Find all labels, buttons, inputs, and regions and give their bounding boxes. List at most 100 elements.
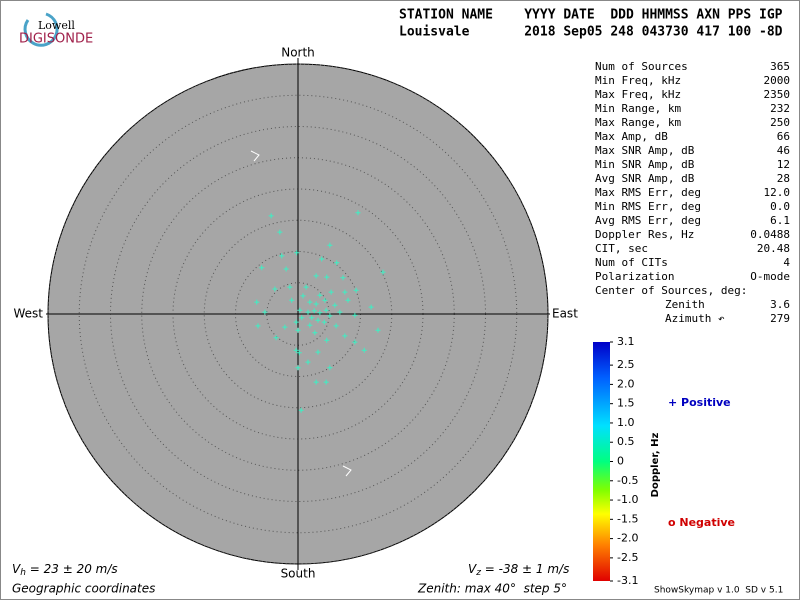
- colorbar-tick-label: 2.5: [617, 358, 635, 371]
- negative-legend: o Negative: [668, 516, 735, 529]
- source-point: [317, 292, 323, 298]
- source-point: [305, 309, 311, 315]
- stat-label: Max Range, km: [595, 116, 681, 129]
- stat-label: Min Freq, kHz: [595, 74, 681, 87]
- stat-label: Num of CITs: [595, 256, 668, 269]
- marker: [250, 150, 260, 162]
- vz-text: Vz = -38 ± 1 m/s: [468, 562, 569, 578]
- source-point: [355, 210, 361, 216]
- source-point: [298, 407, 304, 413]
- source-point: [313, 301, 319, 307]
- colorbar-tick-label: 0: [617, 455, 624, 468]
- source-point: [328, 289, 334, 295]
- stat-value: 66: [777, 130, 790, 143]
- source-point: [254, 299, 260, 305]
- logo-bottom: DIGISONDE: [19, 32, 93, 47]
- source-point: [337, 309, 343, 315]
- source-point: [282, 324, 288, 330]
- source-point: [323, 307, 329, 313]
- colorbar-tick-label: 0.5: [617, 435, 635, 448]
- stat-value: 250: [770, 116, 790, 129]
- source-point: [368, 304, 374, 310]
- zenith-note: Zenith: max 40° step 5°: [417, 582, 567, 596]
- source-point: [334, 260, 340, 266]
- source-point: [268, 213, 274, 219]
- sky-plot: [46, 58, 550, 570]
- source-point: [272, 286, 278, 292]
- source-point: [340, 275, 346, 281]
- source-point: [332, 302, 338, 308]
- stat-value: O-mode: [750, 270, 790, 283]
- vz-value: = -38 ± 1 m/s: [481, 562, 569, 576]
- source-point: [327, 242, 333, 248]
- source-point: [279, 253, 285, 259]
- stat-value: 6.1: [770, 214, 790, 227]
- colorbar-tick-label: -1.5: [617, 512, 638, 525]
- source-point: [361, 347, 367, 353]
- stat-label: Polarization: [595, 270, 674, 283]
- colorbar-tick-label: -3.1: [617, 574, 638, 587]
- source-point: [296, 350, 302, 356]
- stat-label: Center of Sources, deg:: [595, 284, 747, 297]
- source-point: [352, 339, 358, 345]
- vh-value: = 23 ± 20 m/s: [26, 562, 118, 576]
- vz-sub: z: [475, 568, 481, 578]
- north-label: North: [281, 46, 315, 60]
- colorbar: [593, 342, 610, 581]
- source-point: [297, 307, 303, 313]
- stat-label: CIT, sec: [595, 242, 648, 255]
- colorbar-tick-label: 2.0: [617, 377, 635, 390]
- source-point: [311, 308, 317, 314]
- positive-legend: + Positive: [668, 396, 731, 409]
- stat-label: Azimuth ↶: [665, 312, 725, 325]
- source-point: [375, 327, 381, 333]
- stat-value: 365: [770, 60, 790, 73]
- source-point: [283, 266, 289, 272]
- stat-value: 46: [777, 144, 790, 157]
- source-point: [333, 323, 339, 329]
- stat-value: 2000: [764, 74, 791, 87]
- stat-label: Avg RMS Err, deg: [595, 214, 701, 227]
- source-point: [273, 335, 279, 341]
- source-point: [300, 293, 306, 299]
- source-point: [255, 323, 261, 329]
- header-labels: STATION NAME YYYY DATE DDD HHMMSS AXN PP…: [399, 8, 783, 23]
- colorbar-tick-label: 3.1: [617, 335, 635, 348]
- colorbar-tick-label: -1.0: [617, 493, 638, 506]
- vh-symbol: V: [12, 562, 21, 576]
- stat-value: 12: [777, 158, 790, 171]
- marker: [342, 465, 352, 477]
- source-point: [307, 322, 313, 328]
- source-point: [313, 273, 319, 279]
- header-values: Louisvale 2018 Sep05 248 043730 417 100 …: [399, 25, 783, 40]
- source-point: [317, 310, 323, 316]
- stat-value: 0.0488: [750, 228, 790, 241]
- source-point: [295, 365, 301, 371]
- stat-value: 20.48: [757, 242, 790, 255]
- colorbar-tick-label: -2.5: [617, 551, 638, 564]
- source-point: [299, 315, 305, 321]
- source-point: [345, 297, 351, 303]
- stat-value: 2350: [764, 88, 791, 101]
- source-point: [277, 229, 283, 235]
- source-point: [327, 365, 333, 371]
- stat-label: Max RMS Err, deg: [595, 186, 701, 199]
- vh-text: Vh = 23 ± 20 m/s: [12, 562, 118, 578]
- source-point: [293, 347, 299, 353]
- source-point: [313, 379, 319, 385]
- source-point: [295, 327, 301, 333]
- west-label: West: [13, 307, 43, 321]
- source-point: [324, 337, 330, 343]
- east-label: East: [552, 307, 578, 321]
- source-point: [322, 297, 328, 303]
- colorbar-label: Doppler, Hz: [650, 433, 661, 498]
- vh-sub: h: [20, 568, 26, 578]
- source-point: [319, 256, 325, 262]
- stat-value: 0.0: [770, 200, 790, 213]
- source-point: [315, 349, 321, 355]
- stat-label: Max Amp, dB: [595, 130, 668, 143]
- stat-label: Avg SNR Amp, dB: [595, 172, 695, 185]
- source-point: [324, 274, 330, 280]
- stat-label: Min Range, km: [595, 102, 681, 115]
